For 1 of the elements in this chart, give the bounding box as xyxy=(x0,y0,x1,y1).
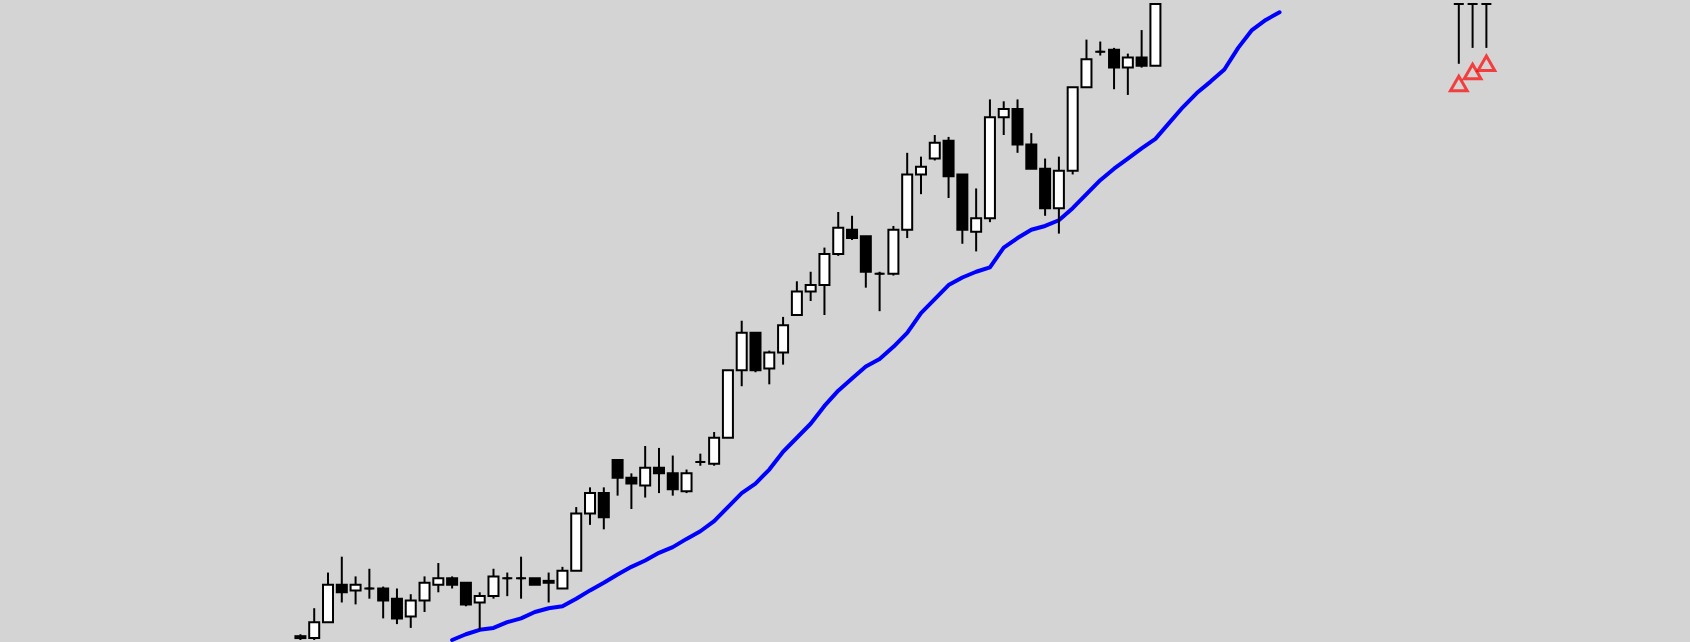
candlestick xyxy=(1452,3,1465,65)
